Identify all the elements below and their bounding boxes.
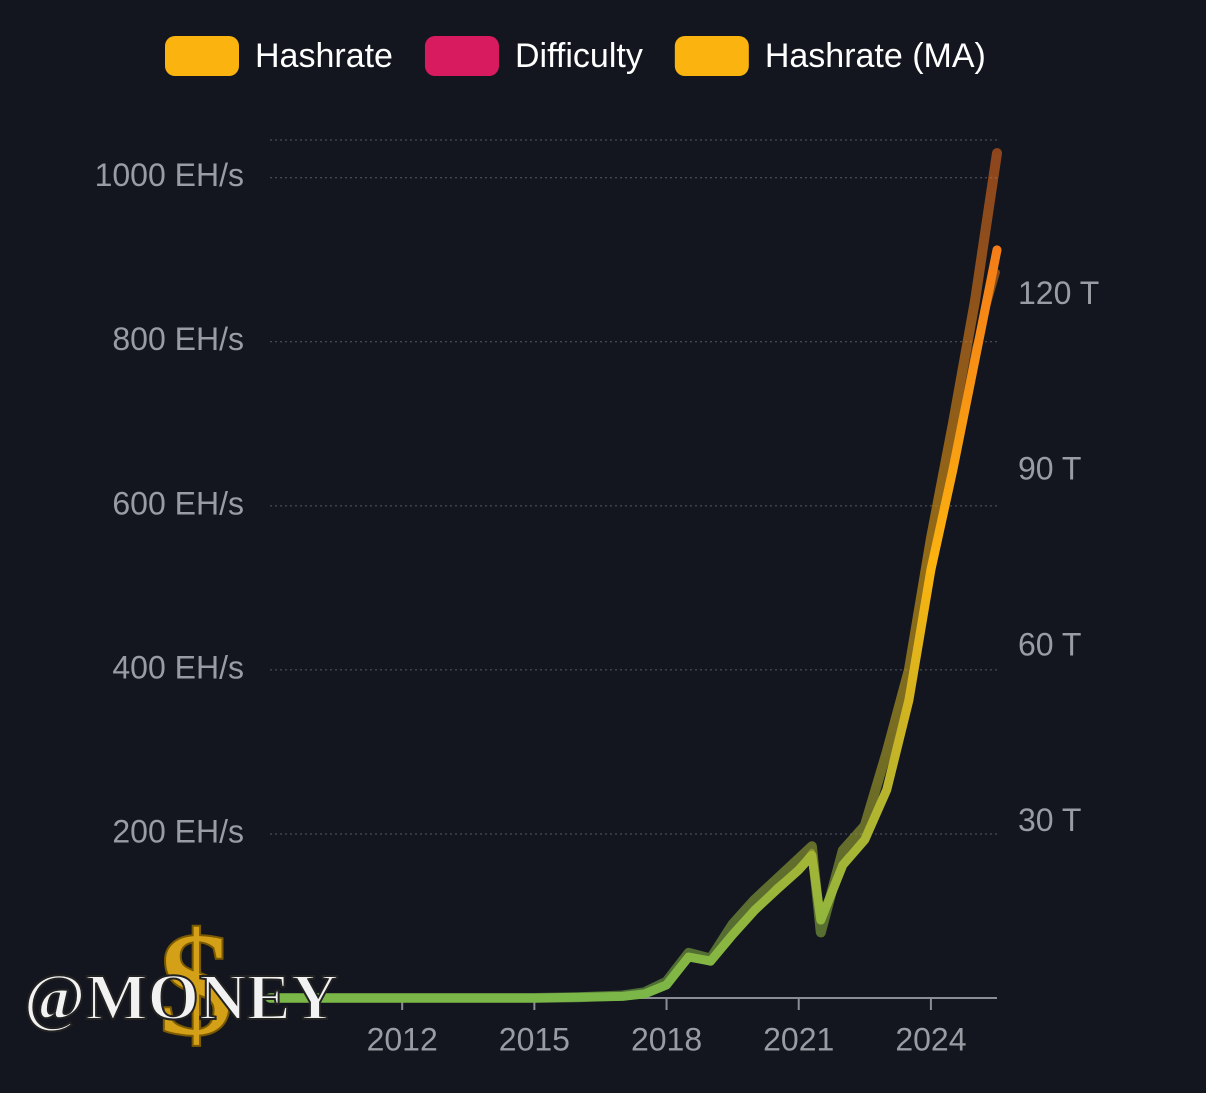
legend-swatch [674,36,749,76]
y-tick-label: 600 EH/s [112,485,244,521]
y2-tick-label: 30 T [1018,802,1081,838]
y2-tick-label: 120 T [1018,275,1099,311]
x-tick-label: 2018 [631,1021,702,1057]
y-tick-label: 1000 EH/s [95,157,244,193]
legend-swatch [165,36,239,76]
y-tick-label: 200 EH/s [112,813,244,849]
watermark-symbol: $ [159,901,234,1067]
x-tick-label: 2024 [895,1021,966,1057]
y2-tick-label: 60 T [1018,626,1081,662]
legend-label: Hashrate [255,37,393,75]
legend-label: Hashrate (MA) [765,37,986,75]
x-tick-label: 2021 [763,1021,834,1057]
legend-swatch [424,36,499,76]
legend-label: Difficulty [515,37,643,75]
y-tick-label: 400 EH/s [112,649,244,685]
y2-tick-label: 90 T [1018,451,1081,487]
x-tick-label: 2012 [367,1021,438,1057]
x-tick-label: 2015 [499,1021,570,1057]
watermark: @MONEY [24,961,338,1034]
series-line [265,245,1002,1003]
y-tick-label: 800 EH/s [112,321,244,357]
